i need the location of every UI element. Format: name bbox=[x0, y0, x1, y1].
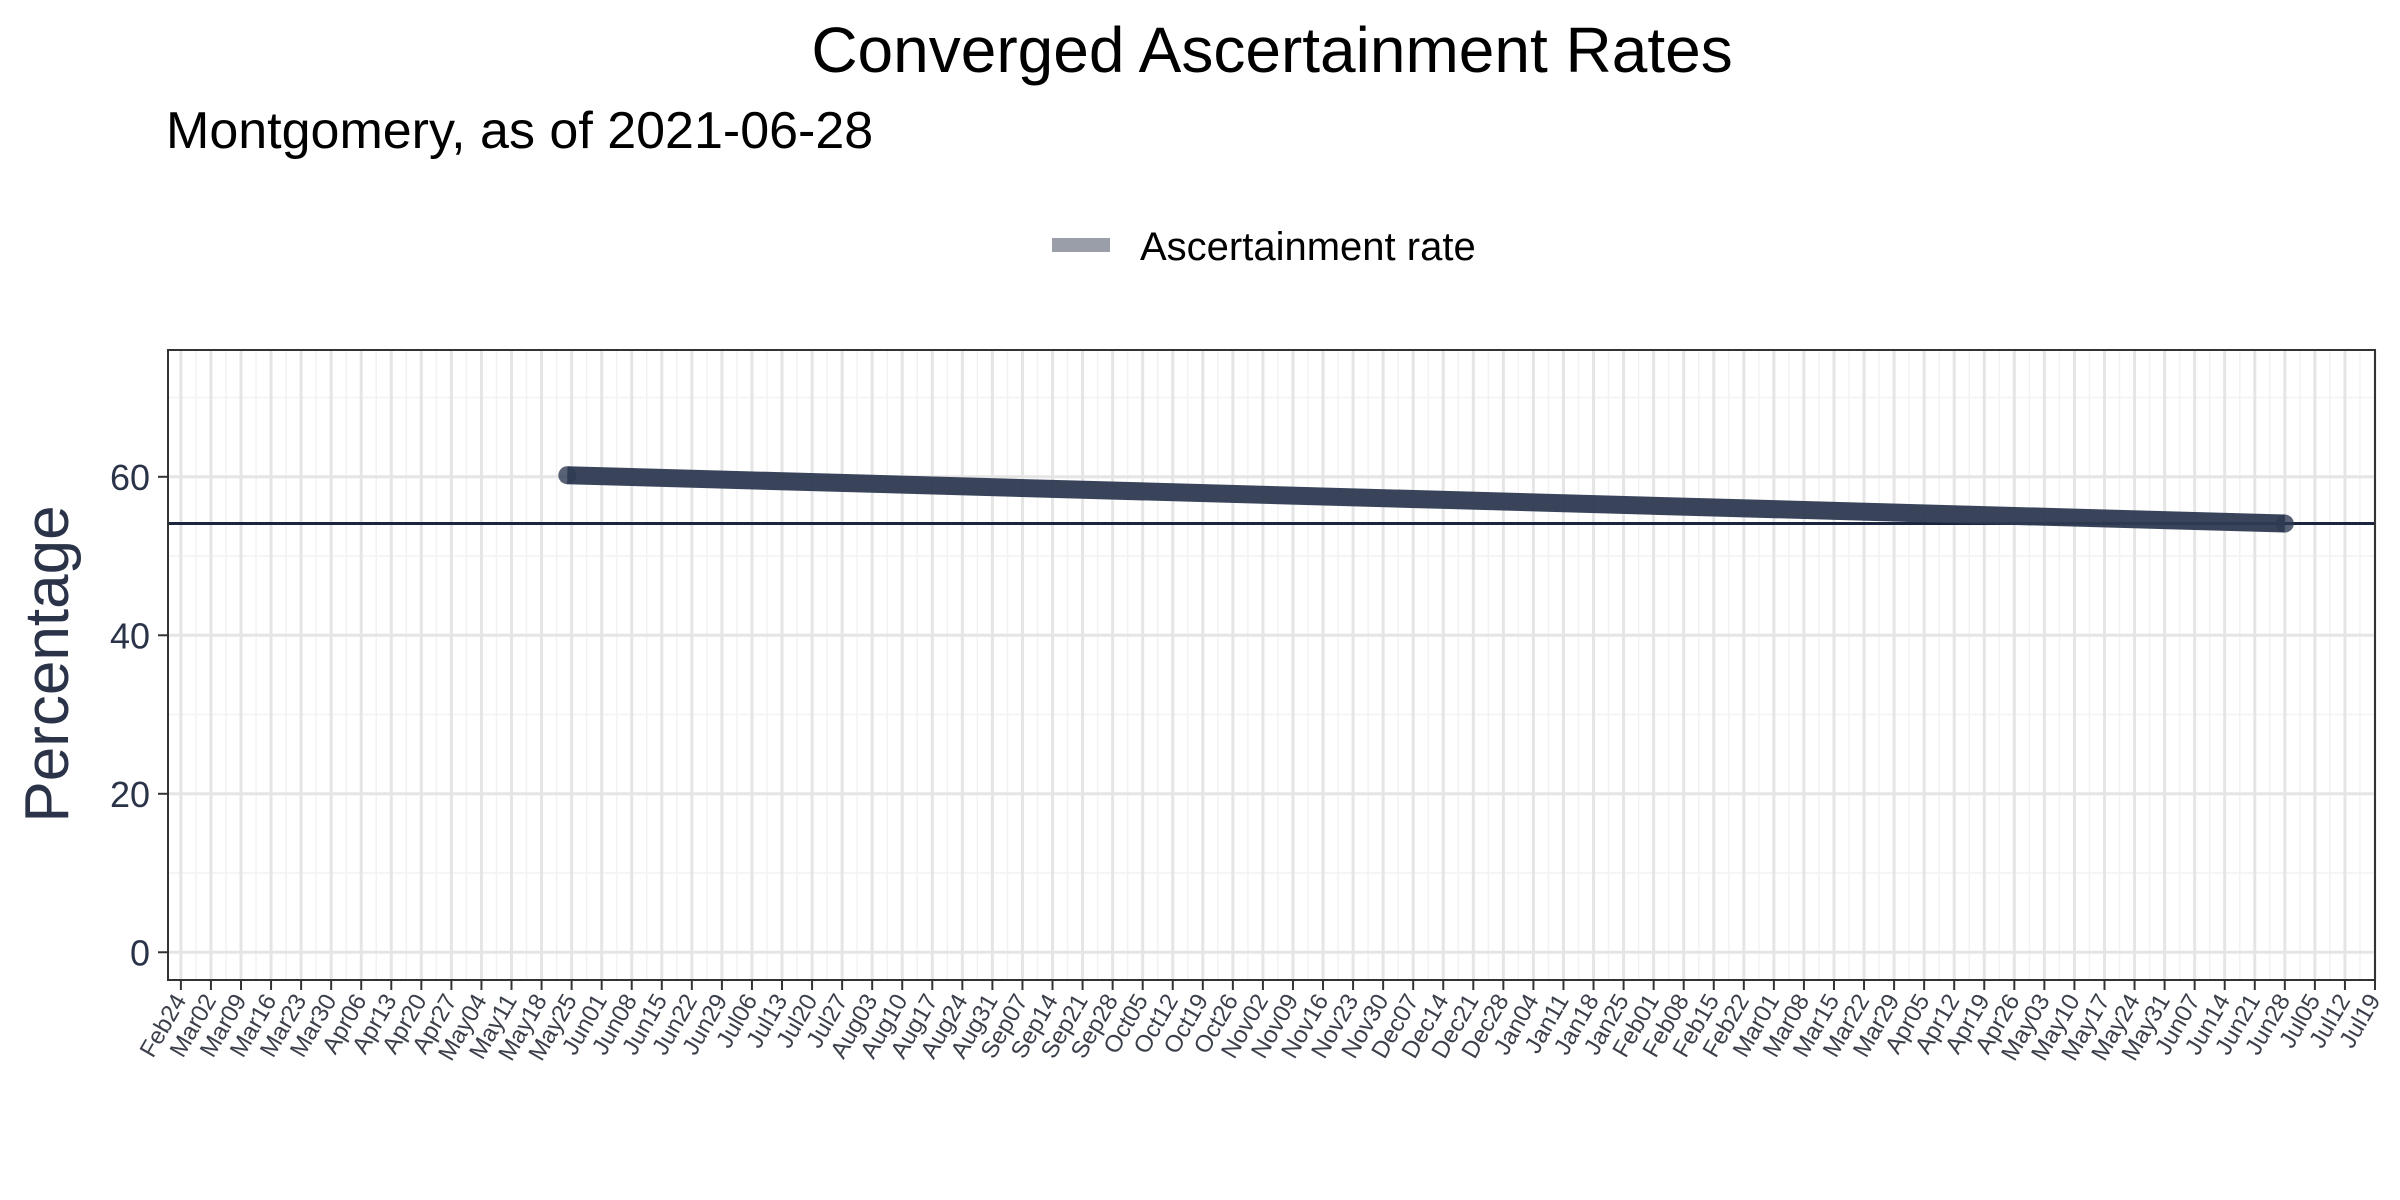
y-tick-label: 0 bbox=[130, 932, 150, 973]
plot-area: 0204060Feb24Mar02Mar09Mar16Mar23Mar30Apr… bbox=[110, 349, 2386, 1065]
series-line-ascertainment-rate bbox=[567, 466, 2286, 533]
legend: Ascertainment rate bbox=[1052, 225, 1476, 269]
legend-swatch bbox=[1052, 238, 1110, 252]
chart-subtitle: Montgomery, as of 2021-06-28 bbox=[166, 102, 873, 160]
legend-label: Ascertainment rate bbox=[1140, 225, 1476, 269]
y-tick-label: 60 bbox=[110, 457, 150, 498]
y-axis-label: Percentage bbox=[13, 505, 82, 822]
y-tick-label: 20 bbox=[110, 774, 150, 815]
plot-background bbox=[168, 350, 2375, 980]
y-tick-label: 40 bbox=[110, 615, 150, 656]
plot-border bbox=[167, 349, 2376, 981]
chart-title: Converged Ascertainment Rates bbox=[811, 14, 1732, 86]
data-point bbox=[2275, 514, 2294, 533]
data-point bbox=[558, 466, 577, 485]
